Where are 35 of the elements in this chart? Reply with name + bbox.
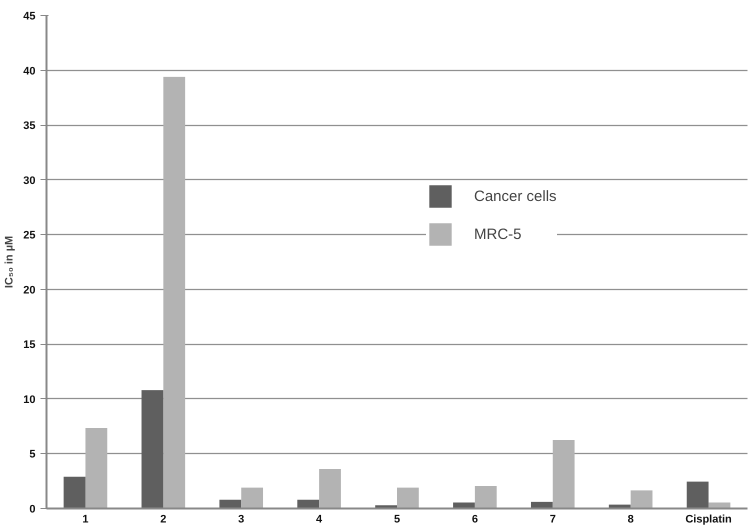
y-axis-title: IC₅₀ in µM [3,236,16,288]
bar [219,500,242,508]
y-tick-label: 5 [29,448,36,461]
x-tick-label: 2 [160,514,166,526]
x-tick-label: 6 [472,514,478,526]
y-tick-label: 30 [23,174,36,187]
legend-label: Cancer cells [474,188,557,204]
x-tick-label: Cisplatin [685,514,732,526]
bar [552,440,575,508]
bar [630,490,652,508]
legend-label: MRC-5 [474,226,522,242]
bar [241,488,264,508]
bar [142,390,164,508]
y-tick-label: 15 [23,339,36,352]
y-tick-label: 0 [29,504,36,516]
bar [64,476,86,508]
y-tick-label: 45 [23,10,36,22]
y-tick-label: 40 [23,65,36,78]
bar [319,469,341,508]
bar [297,500,320,508]
bar [163,76,186,508]
y-tick-label: 25 [23,230,36,242]
x-tick-label: 8 [628,514,634,526]
bar [85,428,108,508]
x-tick-label: 3 [238,514,244,526]
bar [397,488,419,508]
bar [474,486,497,508]
y-tick-label: 20 [23,284,36,296]
y-tick-label: 10 [23,394,36,406]
bar [686,482,709,508]
x-tick-label: 4 [316,514,324,526]
x-tick-label: 7 [550,514,556,526]
x-tick-label: 5 [394,514,400,526]
x-tick-label: 1 [82,514,89,526]
y-tick-label: 35 [23,120,36,132]
